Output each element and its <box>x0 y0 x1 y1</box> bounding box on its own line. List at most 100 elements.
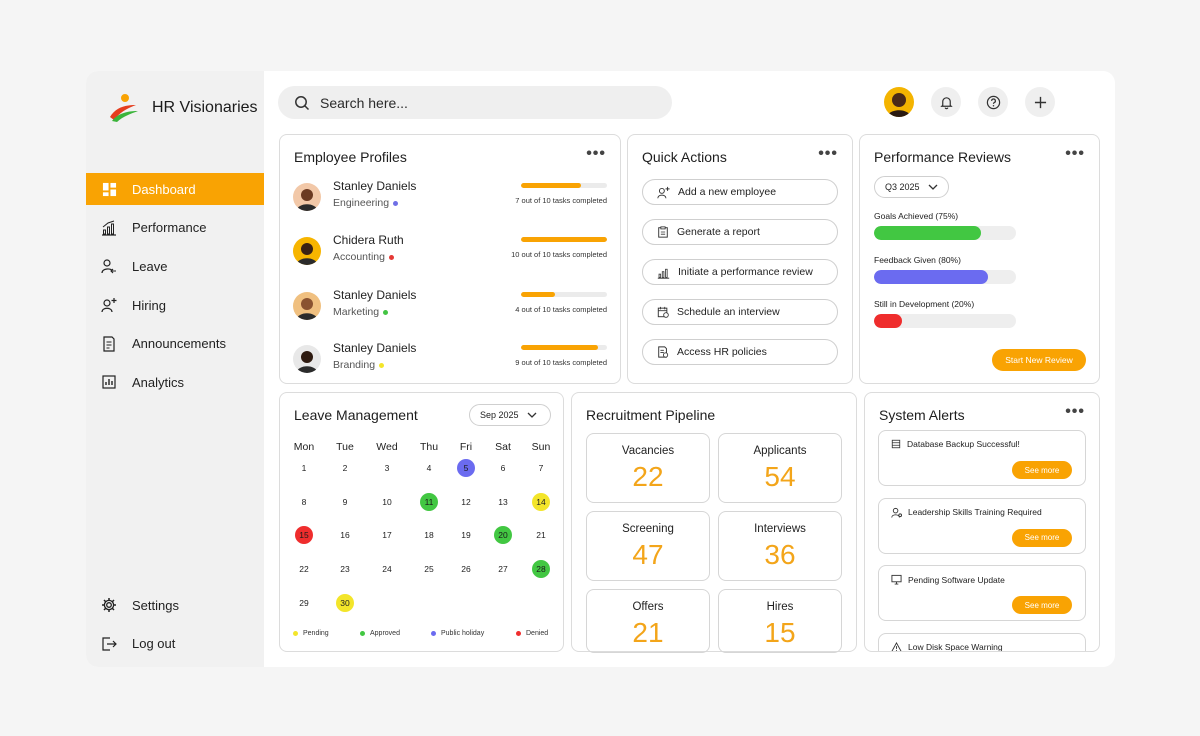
quick-action-button[interactable]: Schedule an interview <box>642 299 838 325</box>
calendar-day[interactable]: 27 <box>498 564 508 575</box>
calendar-day[interactable]: 16 <box>340 530 350 541</box>
sidebar-item-announcements[interactable]: Announcements <box>86 328 264 360</box>
calendar-day[interactable]: 3 <box>384 463 390 473</box>
legend-dot <box>516 631 521 636</box>
chevron-down-icon <box>928 184 937 190</box>
quick-action-button[interactable]: Generate a report <box>642 219 838 245</box>
calendar-day[interactable]: 23 <box>340 564 350 575</box>
avatar <box>293 183 321 211</box>
employee-row[interactable]: Stanley Daniels Marketing 4 out of 10 task… <box>293 288 607 328</box>
see-more-button[interactable]: See more <box>1012 461 1072 479</box>
sidebar-item-log-out[interactable]: Log out <box>86 628 264 660</box>
sidebar-item-hiring[interactable]: Hiring <box>86 289 264 321</box>
calendar-day[interactable]: 1 <box>301 463 307 473</box>
quick-action-button[interactable]: Access HR policies <box>642 339 838 365</box>
search-input[interactable] <box>320 94 640 111</box>
sidebar-item-label: Announcements <box>132 336 226 352</box>
calendar-day[interactable]: 11 <box>420 492 438 511</box>
metric-bar-fill <box>874 314 903 328</box>
stat-label: Offers <box>632 601 664 613</box>
calendar-day[interactable]: 21 <box>536 530 546 541</box>
more-options-icon[interactable]: ••• <box>586 145 606 162</box>
pipeline-stat[interactable]: Offers 21 <box>586 589 710 653</box>
pipeline-stat[interactable]: Vacancies 22 <box>586 433 710 503</box>
pipeline-stat[interactable]: Interviews 36 <box>718 511 842 581</box>
pipeline-stat[interactable]: Hires 15 <box>718 589 842 653</box>
calendar-day[interactable]: 24 <box>382 564 392 575</box>
more-options-icon[interactable]: ••• <box>1065 403 1085 420</box>
calendar-day[interactable]: 12 <box>461 496 471 507</box>
employee-name: Stanley Daniels <box>333 288 417 302</box>
card-title: Employee Profiles <box>294 149 407 165</box>
calendar-day[interactable]: 8 <box>301 496 307 507</box>
month-select[interactable]: Sep 2025 <box>469 404 551 426</box>
calendar-day[interactable]: 22 <box>299 564 309 575</box>
brand[interactable]: HR Visionaries <box>108 93 258 123</box>
legend-dot <box>431 631 436 636</box>
calendar-day[interactable]: 7 <box>538 463 544 473</box>
calendar-day[interactable]: 15 <box>295 526 313 545</box>
calendar-day[interactable]: 17 <box>382 530 392 541</box>
period-select[interactable]: Q3 2025 <box>874 176 949 198</box>
department-label: Accounting <box>333 251 385 263</box>
task-progress-fill <box>521 292 556 297</box>
calendar-day[interactable]: 2 <box>342 463 348 473</box>
start-review-button[interactable]: Start New Review <box>992 349 1086 371</box>
metric-label: Still in Development (20%) <box>874 299 975 309</box>
calendar-day[interactable]: 30 <box>336 593 354 612</box>
plus-icon <box>1034 96 1046 108</box>
user-avatar[interactable] <box>884 87 914 117</box>
alert-title: Low Disk Space Warning <box>891 641 1003 651</box>
sidebar-item-dashboard[interactable]: Dashboard <box>86 173 264 205</box>
calendar-day[interactable]: 26 <box>461 564 471 575</box>
calendar-day[interactable]: 14 <box>532 492 550 511</box>
legend-label: Denied <box>526 630 549 637</box>
employee-row[interactable]: Stanley Daniels Branding 9 out of 10 tasks… <box>293 341 607 381</box>
user-icon <box>891 507 902 518</box>
sidebar-item-performance[interactable]: Performance <box>86 212 264 244</box>
clipboard-icon <box>657 226 669 238</box>
employee-row[interactable]: Stanley Daniels Engineering 7 out of 10 ta… <box>293 179 607 219</box>
sidebar-item-label: Log out <box>132 636 176 652</box>
calendar-day[interactable]: 10 <box>382 496 392 507</box>
see-more-button[interactable]: See more <box>1012 528 1072 547</box>
calendar-day[interactable]: 13 <box>498 496 508 507</box>
sidebar-item-leave[interactable]: Leave <box>86 250 264 282</box>
app-window: HR Visionaries Dashboard Performance Leave… <box>86 71 1115 667</box>
sidebar-item-settings[interactable]: Settings <box>86 589 264 621</box>
more-options-icon[interactable]: ••• <box>1065 145 1085 162</box>
pipeline-stat[interactable]: Applicants 54 <box>718 433 842 503</box>
weekday-label: Sun <box>531 441 551 453</box>
calendar-day[interactable]: 18 <box>424 530 434 541</box>
employee-row[interactable]: Chidera Ruth Accounting 10 out of 10 tasks… <box>293 233 607 273</box>
more-options-icon[interactable]: ••• <box>818 145 838 162</box>
quick-action-button[interactable]: Add a new employee <box>642 179 838 205</box>
quick-action-button[interactable]: Initiate a performance review <box>642 259 838 285</box>
legend-item: Approved <box>360 630 400 637</box>
notifications-button[interactable] <box>931 87 961 117</box>
performance-reviews-card: Performance Reviews ••• Q3 2025 Goals Ac… <box>859 134 1100 384</box>
employee-name: Stanley Daniels <box>333 341 417 355</box>
sidebar-item-analytics[interactable]: Analytics <box>86 366 264 398</box>
add-button[interactable] <box>1025 87 1055 117</box>
top-actions <box>884 87 1055 117</box>
employee-department: Branding <box>333 359 385 371</box>
legend-item: Pending <box>293 630 329 637</box>
alert-item: Leadership Skills Training Required See m… <box>878 497 1086 554</box>
department-dot <box>393 200 399 206</box>
pipeline-stat[interactable]: Screening 47 <box>586 511 710 581</box>
calendar-day[interactable]: 5 <box>457 459 475 477</box>
calendar-day[interactable]: 28 <box>532 560 550 579</box>
see-more-button[interactable]: See more <box>1012 596 1072 614</box>
calendar-day[interactable]: 20 <box>494 526 512 545</box>
calendar-day[interactable]: 25 <box>424 564 434 575</box>
legend-dot <box>293 631 298 636</box>
calendar-day[interactable]: 9 <box>342 496 348 507</box>
calendar-day[interactable]: 29 <box>299 597 309 608</box>
alert-item: Database Backup Successful! See more <box>878 430 1086 486</box>
calendar-day[interactable]: 4 <box>426 463 432 473</box>
calendar-day[interactable]: 19 <box>461 530 471 541</box>
calendar-day[interactable]: 6 <box>500 463 506 473</box>
help-button[interactable] <box>978 87 1008 117</box>
brand-name: HR Visionaries <box>152 99 258 116</box>
